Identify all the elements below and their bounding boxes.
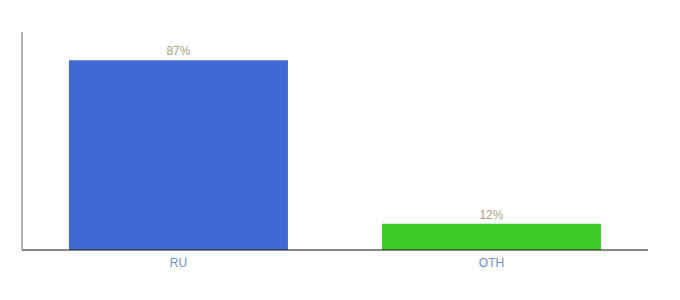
svg-text:87%: 87% — [166, 44, 190, 58]
svg-text:OTH: OTH — [479, 256, 504, 270]
svg-text:12%: 12% — [479, 208, 503, 222]
svg-text:RU: RU — [170, 256, 187, 270]
